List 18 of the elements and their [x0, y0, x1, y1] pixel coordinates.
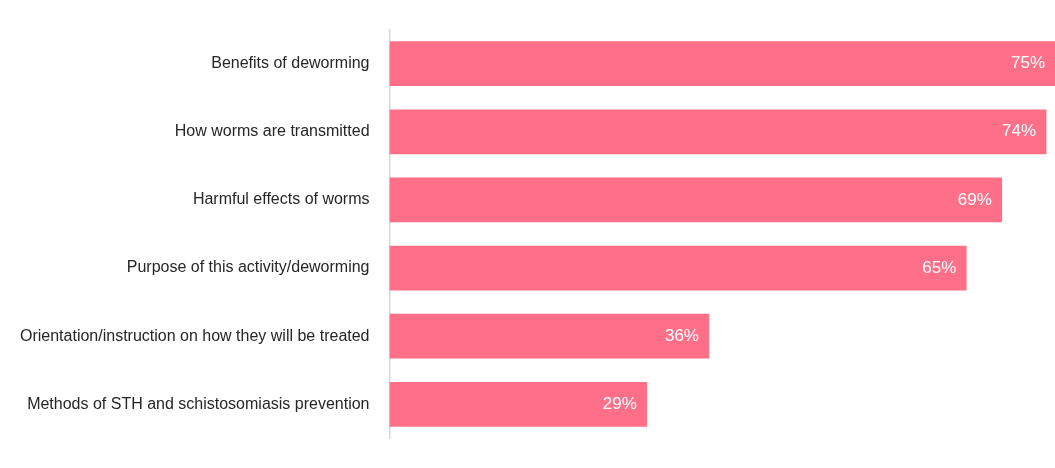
bar — [389, 41, 1055, 86]
y-tick-label: Benefits of deworming — [211, 54, 370, 72]
bar — [389, 382, 648, 427]
data-label: 74% — [1002, 121, 1037, 141]
data-label: 75% — [1010, 53, 1045, 73]
data-label: 69% — [957, 189, 992, 209]
data-label: 36% — [664, 325, 699, 345]
y-tick-label: How worms are transmitted — [174, 122, 370, 140]
y-tick-label: Harmful effects of worms — [192, 190, 370, 208]
bar — [389, 109, 1047, 155]
y-tick-label: Orientation/instruction on how they will be treated — [19, 326, 370, 344]
bar — [389, 245, 967, 291]
data-label: 29% — [602, 394, 637, 414]
y-tick-label: Purpose of this activity/deworming — [126, 258, 370, 276]
data-label: 65% — [922, 257, 957, 277]
bar — [389, 313, 710, 359]
bar — [389, 177, 1003, 223]
y-tick-label: Methods of STH and schistosomiasis prevention — [27, 394, 370, 412]
